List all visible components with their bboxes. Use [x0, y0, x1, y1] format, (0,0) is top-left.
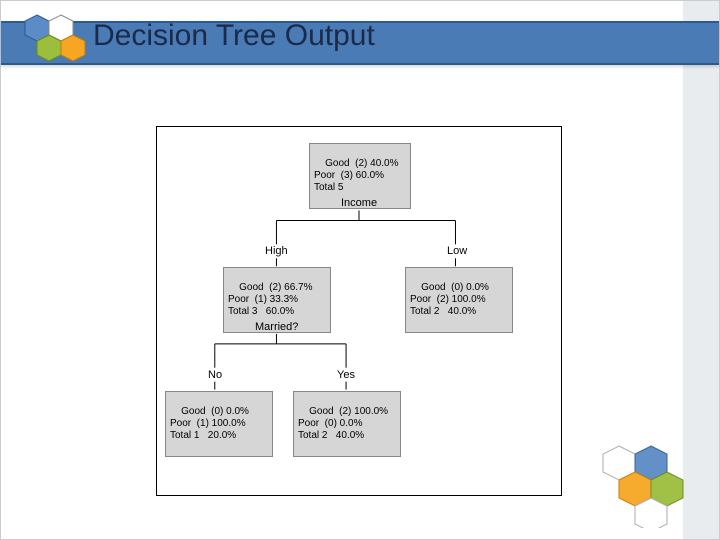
tree-node-low: Good (0) 0.0% Poor (2) 100.0% Total 2 40… — [405, 267, 513, 333]
node-text: Good (2) 100.0% Poor (0) 0.0% Total 2 40… — [298, 406, 388, 441]
node-text: Good (2) 40.0% Poor (3) 60.0% Total 5 — [314, 158, 399, 193]
branch-label-no: No — [208, 369, 222, 381]
hex-cluster-bottom-right — [589, 438, 699, 533]
hex-icon — [603, 446, 683, 528]
tree-node-no: Good (0) 0.0% Poor (1) 100.0% Total 1 20… — [165, 391, 273, 457]
tree-node-yes: Good (2) 100.0% Poor (0) 0.0% Total 2 40… — [293, 391, 401, 457]
branch-label-low: Low — [447, 245, 467, 257]
split-label-income: Income — [341, 197, 377, 209]
node-text: Good (0) 0.0% Poor (1) 100.0% Total 1 20… — [170, 406, 249, 441]
split-label-married: Married? — [255, 321, 298, 333]
decision-tree-panel: Good (2) 40.0% Poor (3) 60.0% Total 5 In… — [156, 126, 562, 496]
branch-label-high: High — [265, 245, 288, 257]
hex-icon — [25, 15, 85, 61]
node-text: Good (2) 66.7% Poor (1) 33.3% Total 3 60… — [228, 282, 313, 317]
hex-cluster-top-left — [17, 9, 97, 84]
slide-title: Decision Tree Output — [93, 19, 375, 53]
branch-label-yes: Yes — [337, 369, 355, 381]
node-text: Good (0) 0.0% Poor (2) 100.0% Total 2 40… — [410, 282, 489, 317]
